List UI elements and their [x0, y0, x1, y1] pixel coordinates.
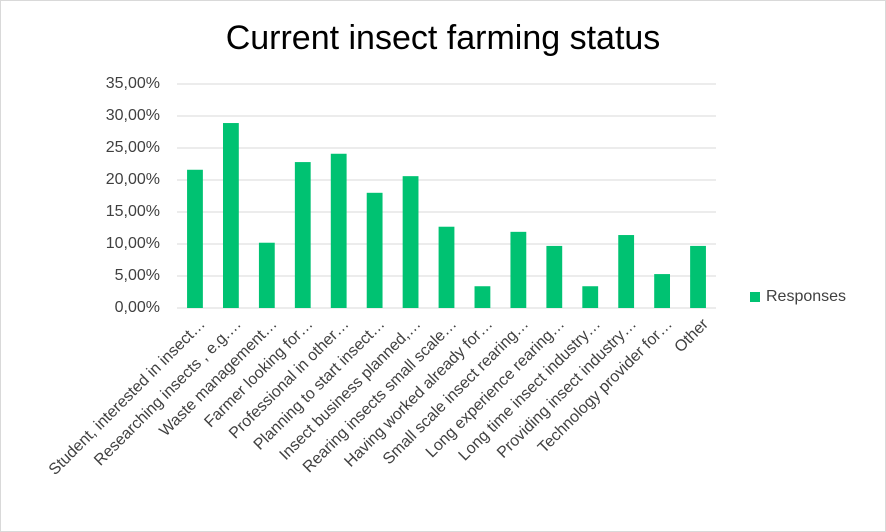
- bar: [582, 286, 599, 308]
- chart-title: Current insect farming status: [226, 19, 661, 57]
- y-tick-label: 15,00%: [106, 203, 160, 220]
- y-tick-label: 25,00%: [106, 139, 160, 156]
- bar: [366, 192, 383, 308]
- bar: [438, 226, 455, 308]
- bar: [510, 231, 527, 308]
- bar: [546, 245, 563, 308]
- y-tick-label: 35,00%: [106, 75, 160, 92]
- y-tick-label: 10,00%: [106, 235, 160, 252]
- bar: [402, 176, 419, 308]
- bar: [222, 123, 239, 308]
- bar: [187, 169, 203, 308]
- bar: [654, 274, 671, 308]
- y-tick-label: 5,00%: [115, 267, 160, 284]
- bar: [330, 153, 347, 308]
- bar: [474, 286, 491, 308]
- legend-label: Responses: [766, 288, 846, 305]
- y-tick-label: 0,00%: [115, 299, 160, 316]
- y-tick-label: 30,00%: [106, 107, 160, 124]
- y-tick-label: 20,00%: [106, 171, 160, 188]
- bar: [618, 235, 635, 308]
- bar: [690, 245, 706, 308]
- bar: [258, 242, 275, 308]
- bar: [294, 162, 311, 308]
- legend-swatch: [750, 292, 760, 302]
